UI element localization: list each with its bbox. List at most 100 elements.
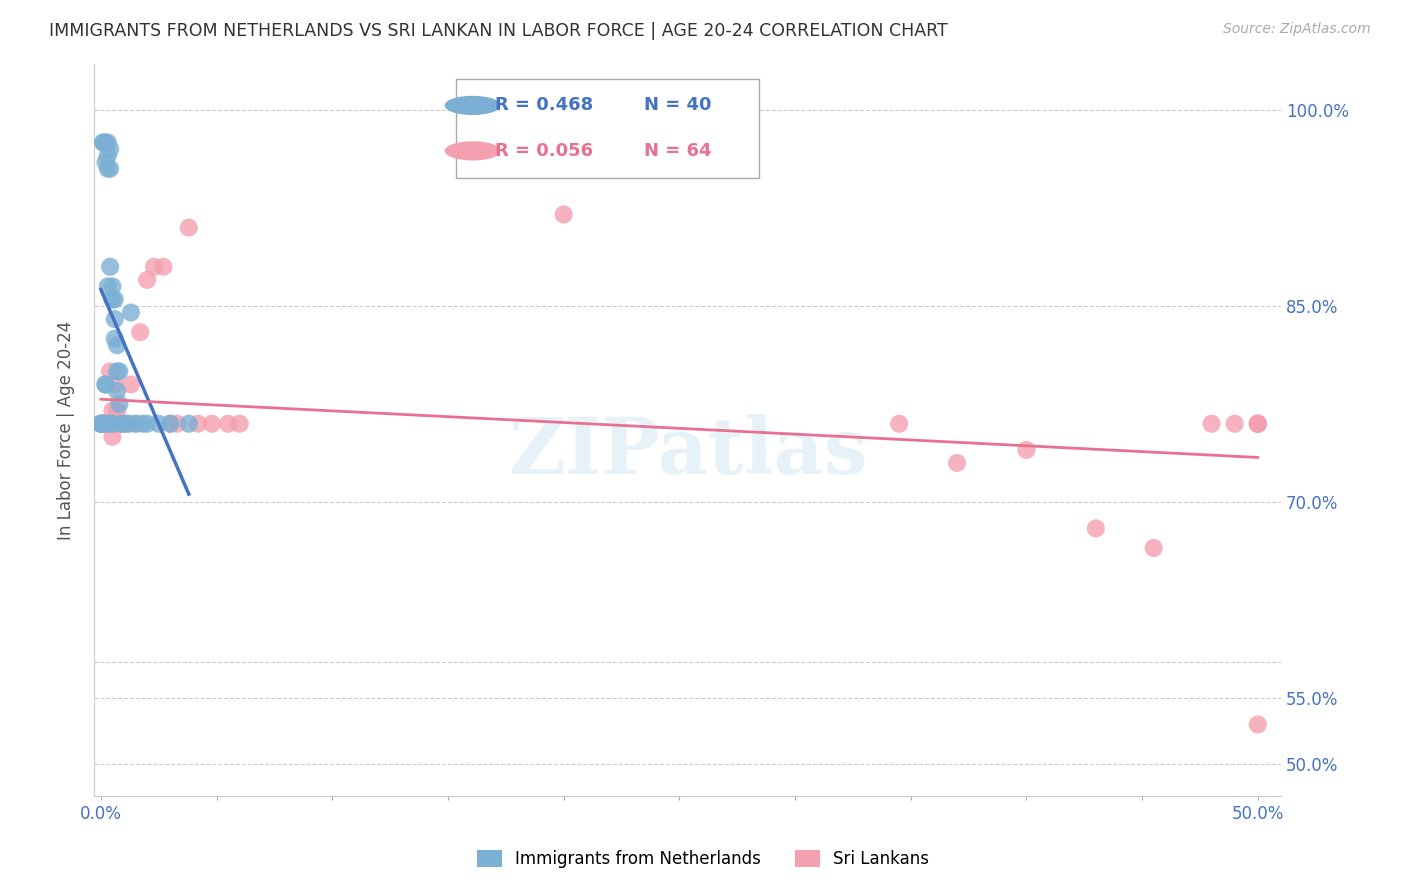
- Point: [94, 417, 117, 431]
- Point: [177, 417, 200, 431]
- Point: [91, 136, 114, 150]
- Point: [117, 417, 139, 431]
- Point: [101, 293, 124, 307]
- Point: [90, 417, 112, 431]
- Text: Source: ZipAtlas.com: Source: ZipAtlas.com: [1223, 22, 1371, 37]
- Point: [94, 377, 117, 392]
- Point: [104, 377, 127, 392]
- Point: [101, 417, 124, 431]
- Point: [112, 417, 135, 431]
- Point: [91, 417, 114, 431]
- Point: [136, 417, 159, 431]
- Point: [946, 456, 969, 470]
- Point: [91, 136, 114, 150]
- Point: [91, 417, 114, 431]
- Point: [124, 417, 146, 431]
- Point: [94, 377, 117, 392]
- Point: [97, 417, 120, 431]
- Point: [97, 417, 120, 431]
- Point: [94, 417, 117, 431]
- Point: [97, 417, 120, 431]
- Point: [104, 312, 127, 326]
- Point: [97, 417, 120, 431]
- Point: [159, 417, 181, 431]
- Point: [98, 417, 121, 431]
- Point: [1247, 417, 1270, 431]
- Point: [98, 417, 121, 431]
- Point: [94, 417, 117, 431]
- Point: [228, 417, 250, 431]
- Point: [97, 279, 120, 293]
- Point: [90, 417, 112, 431]
- Point: [98, 417, 121, 431]
- Point: [101, 279, 124, 293]
- Point: [1223, 417, 1246, 431]
- Point: [111, 417, 134, 431]
- Point: [575, 103, 598, 117]
- Point: [148, 417, 170, 431]
- Point: [104, 417, 127, 431]
- Point: [98, 142, 121, 156]
- Point: [94, 417, 117, 431]
- Point: [97, 417, 120, 431]
- Point: [159, 417, 181, 431]
- Point: [101, 417, 124, 431]
- Point: [889, 417, 911, 431]
- Point: [187, 417, 209, 431]
- Point: [104, 332, 127, 346]
- Point: [1247, 417, 1270, 431]
- Point: [101, 417, 124, 431]
- Point: [166, 417, 188, 431]
- Text: IMMIGRANTS FROM NETHERLANDS VS SRI LANKAN IN LABOR FORCE | AGE 20-24 CORRELATION: IMMIGRANTS FROM NETHERLANDS VS SRI LANKA…: [49, 22, 948, 40]
- Point: [94, 136, 117, 150]
- Point: [97, 148, 120, 162]
- Point: [553, 207, 575, 221]
- Point: [108, 364, 131, 378]
- Point: [97, 136, 120, 150]
- Point: [91, 417, 114, 431]
- Point: [97, 417, 120, 431]
- Point: [105, 403, 128, 417]
- Point: [91, 417, 114, 431]
- Point: [1247, 417, 1270, 431]
- Point: [98, 260, 121, 274]
- Point: [1247, 717, 1270, 731]
- Point: [91, 417, 114, 431]
- Point: [108, 397, 131, 411]
- Point: [94, 417, 117, 431]
- Point: [97, 161, 120, 176]
- Point: [98, 417, 121, 431]
- Point: [98, 161, 121, 176]
- Point: [143, 260, 166, 274]
- Point: [177, 220, 200, 235]
- Point: [1247, 417, 1270, 431]
- Point: [91, 417, 114, 431]
- Point: [105, 364, 128, 378]
- Point: [94, 155, 117, 169]
- Point: [1015, 442, 1038, 457]
- Point: [90, 417, 112, 431]
- Point: [101, 430, 124, 444]
- Legend: Immigrants from Netherlands, Sri Lankans: Immigrants from Netherlands, Sri Lankans: [471, 843, 935, 875]
- Point: [1201, 417, 1223, 431]
- Point: [104, 293, 127, 307]
- Point: [98, 417, 121, 431]
- Point: [111, 417, 134, 431]
- Point: [1084, 521, 1107, 535]
- Point: [108, 417, 131, 431]
- Y-axis label: In Labor Force | Age 20-24: In Labor Force | Age 20-24: [58, 320, 75, 540]
- Point: [120, 377, 142, 392]
- Point: [101, 403, 124, 417]
- Point: [124, 417, 146, 431]
- Point: [98, 364, 121, 378]
- Point: [112, 417, 135, 431]
- Point: [97, 417, 120, 431]
- Point: [90, 417, 112, 431]
- Point: [217, 417, 239, 431]
- Text: ZIPatlas: ZIPatlas: [508, 414, 868, 491]
- Point: [1143, 541, 1166, 555]
- Point: [120, 305, 142, 319]
- Point: [90, 417, 112, 431]
- Point: [105, 384, 128, 398]
- Point: [91, 417, 114, 431]
